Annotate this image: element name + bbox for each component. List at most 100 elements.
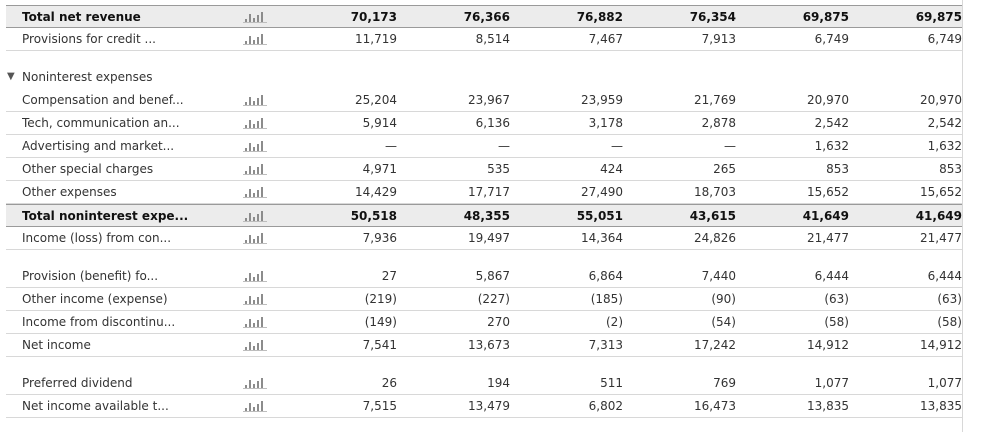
value-cell: 6,802 [588, 399, 623, 413]
mini-bar-chart-icon[interactable] [243, 163, 267, 175]
value-cell: (63) [824, 292, 849, 306]
table-row: Provisions for credit ... 11,719 8,514 7,46… [6, 28, 962, 51]
value-cell: 76,366 [463, 10, 510, 24]
value-cell: 41,649 [802, 209, 849, 223]
value-cell: 41,649 [915, 209, 962, 223]
value-cell: 19,497 [468, 231, 510, 245]
table-row: Advertising and market... — — — — 1,632 1,632 [6, 135, 962, 158]
value-cell: 7,313 [588, 338, 623, 352]
mini-bar-chart-icon[interactable] [243, 316, 267, 328]
table-row: Net income available t... 7,515 13,479 6,80… [6, 395, 962, 418]
row-label: Other special charges [22, 162, 154, 176]
mini-bar-chart-icon[interactable] [243, 94, 267, 106]
value-cell: 20,970 [920, 93, 962, 107]
table-row: Preferred dividend 26 194 511 769 1,077 1,077 [6, 372, 962, 395]
value-cell: 13,673 [468, 338, 510, 352]
mini-bar-chart-icon[interactable] [243, 33, 267, 45]
value-cell: 76,354 [689, 10, 736, 24]
mini-bar-chart-icon[interactable] [243, 11, 267, 23]
value-cell: 50,518 [350, 209, 397, 223]
mini-bar-chart-icon[interactable] [243, 339, 267, 351]
value-cell: 6,864 [588, 269, 623, 283]
value-cell: 70,173 [350, 10, 397, 24]
financial-table: Total net revenue 70,173 76,366 76,882 76,35… [6, 0, 963, 432]
value-cell: 69,875 [915, 10, 962, 24]
value-cell: 270 [487, 315, 510, 329]
value-cell: 7,440 [701, 269, 736, 283]
value-cell: 13,835 [807, 399, 849, 413]
mini-bar-chart-icon[interactable] [243, 293, 267, 305]
value-cell: 14,364 [581, 231, 623, 245]
value-cell: 13,835 [920, 399, 962, 413]
value-cell: 15,652 [920, 185, 962, 199]
mini-bar-chart-icon[interactable] [243, 117, 267, 129]
value-cell: 27,490 [581, 185, 623, 199]
value-cell: 769 [713, 376, 736, 390]
table-row: Other expenses 14,429 17,717 27,490 18,703 15… [6, 181, 962, 204]
mini-bar-chart-icon[interactable] [243, 186, 267, 198]
table-row: Provision (benefit) fo... 27 5,867 6,864 7,4… [6, 265, 962, 288]
section-header-row[interactable]: ▼ Noninterest expenses [6, 66, 962, 89]
value-cell: 6,749 [814, 32, 849, 46]
value-cell: 69,875 [802, 10, 849, 24]
value-cell: 6,444 [814, 269, 849, 283]
value-cell: 17,717 [468, 185, 510, 199]
value-cell: 1,632 [927, 139, 962, 153]
value-cell: — [498, 139, 510, 153]
row-label: Noninterest expenses [22, 70, 153, 84]
value-cell: 16,473 [694, 399, 736, 413]
table-row: Other special charges 4,971 535 424 265 853 85… [6, 158, 962, 181]
row-label: Tech, communication an... [22, 116, 180, 130]
mini-bar-chart-icon[interactable] [243, 140, 267, 152]
row-label: Compensation and benef... [22, 93, 184, 107]
mini-bar-chart-icon[interactable] [243, 210, 267, 222]
table-row: Income from discontinu... (149) 270 (2) (54)… [6, 311, 962, 334]
value-cell: 6,136 [475, 116, 510, 130]
mini-bar-chart-icon[interactable] [243, 232, 267, 244]
value-cell: 5,867 [475, 269, 510, 283]
value-cell: 24,826 [694, 231, 736, 245]
value-cell: 7,541 [362, 338, 397, 352]
value-cell: 2,542 [927, 116, 962, 130]
value-cell: 8,514 [475, 32, 510, 46]
value-cell: (90) [711, 292, 736, 306]
value-cell: (54) [711, 315, 736, 329]
row-label: Income (loss) from con... [22, 231, 172, 245]
value-cell: 18,703 [694, 185, 736, 199]
value-cell: 14,912 [920, 338, 962, 352]
value-cell: 853 [939, 162, 962, 176]
collapse-triangle-icon[interactable]: ▼ [7, 71, 15, 82]
row-label: Provisions for credit ... [22, 32, 156, 46]
value-cell: (219) [364, 292, 397, 306]
value-cell: 27 [381, 269, 397, 283]
value-cell: 5,914 [362, 116, 397, 130]
row-label: Total net revenue [22, 10, 141, 24]
mini-bar-chart-icon[interactable] [243, 377, 267, 389]
value-cell: 11,719 [355, 32, 397, 46]
table-row: Other income (expense) (219) (227) (185) (90… [6, 288, 962, 311]
value-cell: 14,912 [807, 338, 849, 352]
value-cell: 21,769 [694, 93, 736, 107]
value-cell: 194 [487, 376, 510, 390]
value-cell: 55,051 [576, 209, 623, 223]
value-cell: (63) [937, 292, 962, 306]
table-row: Compensation and benef... 25,204 23,967 23,… [6, 89, 962, 112]
value-cell: 25,204 [355, 93, 397, 107]
value-cell: 265 [713, 162, 736, 176]
value-cell: (58) [937, 315, 962, 329]
value-cell: 4,971 [362, 162, 397, 176]
value-cell: (2) [606, 315, 623, 329]
value-cell: 6,749 [927, 32, 962, 46]
value-cell: 23,967 [468, 93, 510, 107]
value-cell: 17,242 [694, 338, 736, 352]
mini-bar-chart-icon[interactable] [243, 270, 267, 282]
value-cell: (58) [824, 315, 849, 329]
value-cell: 535 [487, 162, 510, 176]
value-cell: 1,632 [814, 139, 849, 153]
value-cell: 21,477 [807, 231, 849, 245]
table-row: Net income 7,541 13,673 7,313 17,242 14,912 14… [6, 334, 962, 357]
value-cell: 21,477 [920, 231, 962, 245]
value-cell: 76,882 [576, 10, 623, 24]
row-label: Preferred dividend [22, 376, 133, 390]
mini-bar-chart-icon[interactable] [243, 400, 267, 412]
